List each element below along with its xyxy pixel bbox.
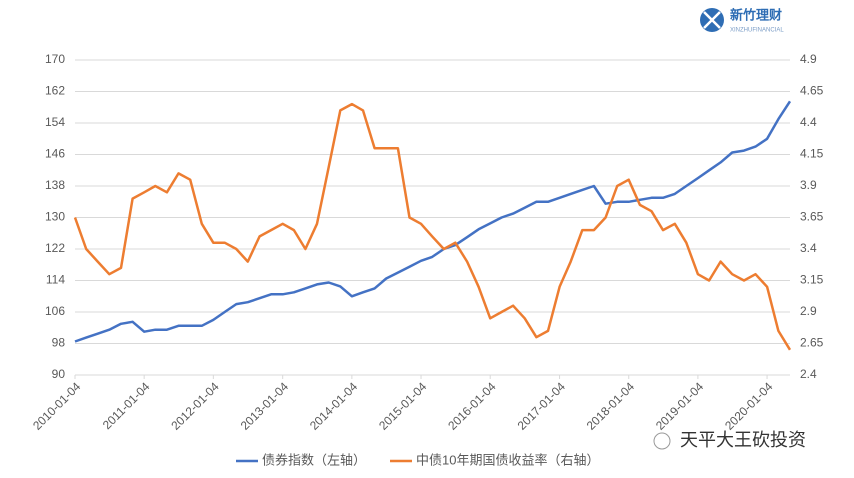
y2-tick-label: 4.65 <box>800 84 824 98</box>
x-tick-label: 2010-01-04 <box>30 379 84 433</box>
watermark-icon <box>653 432 671 450</box>
y2-tick-label: 3.4 <box>800 241 817 255</box>
legend-label: 中债10年期国债收益率（右轴） <box>416 452 599 467</box>
logo-icon-cross <box>703 11 721 29</box>
y-tick-label: 106 <box>45 304 65 318</box>
y-tick-label: 130 <box>45 210 65 224</box>
y2-tick-label: 3.9 <box>800 178 817 192</box>
series-line <box>74 100 792 343</box>
y-tick-label: 114 <box>46 273 65 287</box>
logo-name: 新竹理财 <box>730 7 782 22</box>
y2-tick-label: 2.4 <box>800 367 817 381</box>
y2-tick-label: 4.15 <box>800 147 824 161</box>
y2-tick-label: 2.65 <box>800 336 824 350</box>
series-line <box>73 102 792 351</box>
y-tick-label: 122 <box>45 241 65 255</box>
x-tick-label: 2015-01-04 <box>376 379 430 433</box>
x-tick-label: 2014-01-04 <box>307 379 361 433</box>
y-tick-label: 98 <box>52 336 66 350</box>
y-tick-label: 138 <box>45 178 65 192</box>
logo-subtitle: XINZHUFINANCIAL <box>730 28 784 34</box>
y2-tick-label: 4.9 <box>800 52 817 66</box>
y2-tick-label: 3.65 <box>800 210 824 224</box>
x-tick-label: 2016-01-04 <box>445 379 499 433</box>
x-tick-label: 2019-01-04 <box>653 379 707 433</box>
legend-label: 债券指数（左轴） <box>262 452 366 467</box>
y-tick-label: 90 <box>52 367 66 381</box>
x-tick-label: 2018-01-04 <box>584 379 638 433</box>
x-tick-label: 2012-01-04 <box>168 379 222 433</box>
y2-tick-label: 3.15 <box>800 273 824 287</box>
y-tick-label: 162 <box>45 84 65 98</box>
y-tick-label: 170 <box>45 52 65 66</box>
y-tick-label: 146 <box>45 147 65 161</box>
x-tick-label: 2013-01-04 <box>238 379 292 433</box>
x-tick-label: 2017-01-04 <box>515 379 569 433</box>
logo: 新竹理财 XINZHUFINANCIAL <box>700 7 784 34</box>
y2-tick-label: 4.4 <box>800 115 817 129</box>
y2-tick-label: 2.9 <box>800 304 817 318</box>
x-tick-label: 2020-01-04 <box>722 379 776 433</box>
y-tick-label: 154 <box>45 115 65 129</box>
watermark: 天平大王砍投资 <box>680 430 806 450</box>
x-tick-label: 2011-01-04 <box>100 379 153 432</box>
